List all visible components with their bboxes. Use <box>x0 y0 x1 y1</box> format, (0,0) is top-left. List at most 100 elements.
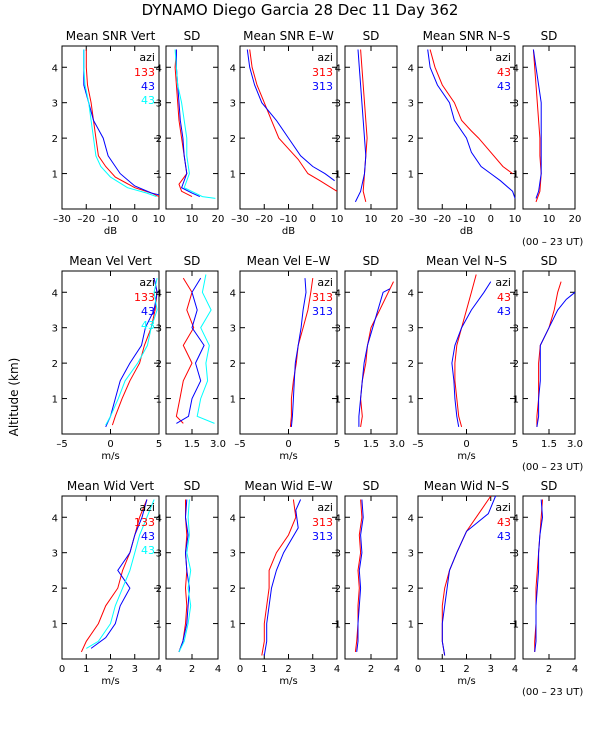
y-tick-label: 4 <box>408 513 414 524</box>
series-line-cyan-2 <box>196 274 215 424</box>
series-line-blue-1 <box>175 49 201 198</box>
panel-title: SD <box>363 254 380 268</box>
y-tick-label: 1 <box>513 620 519 631</box>
x-tick-label: 1 <box>261 664 267 675</box>
x-tick-label: 2 <box>546 664 552 675</box>
y-tick-label: 3 <box>52 549 58 560</box>
x-tick-label: –10 <box>102 214 120 225</box>
x-tick-label: 2 <box>368 664 374 675</box>
series-line-blue-1 <box>246 49 335 182</box>
x-tick-label: 1.5 <box>363 439 379 450</box>
y-tick-label: 4 <box>335 513 341 524</box>
x-tick-label: 3 <box>310 664 316 675</box>
panel-title: Mean SNR Vert <box>66 29 156 43</box>
y-tick-label: 3 <box>335 549 341 560</box>
x-tick-label: –10 <box>458 214 476 225</box>
series-line-cyan-2 <box>105 277 158 426</box>
x-tick-label: 10 <box>365 214 378 225</box>
x-axis-label: m/s <box>101 676 119 687</box>
y-tick-label: 1 <box>408 395 414 406</box>
x-tick-label: 3.0 <box>389 439 405 450</box>
y-tick-label: 2 <box>52 134 58 145</box>
legend-entry: 133 <box>134 516 155 529</box>
y-tick-label: 4 <box>408 288 414 299</box>
x-tick-label: 3 <box>132 664 138 675</box>
y-tick-label: 4 <box>156 513 162 524</box>
x-tick-label: 3 <box>488 664 494 675</box>
y-tick-label: 3 <box>156 549 162 560</box>
x-tick-label: –20 <box>255 214 273 225</box>
y-tick-label: 4 <box>230 513 236 524</box>
x-tick-label: 0 <box>237 664 243 675</box>
utc-note-row3: (00 – 23 UT) <box>522 687 583 698</box>
figure-title: DYNAMO Diego Garcia 28 Dec 11 Day 362 <box>142 1 459 19</box>
y-tick-label: 3 <box>52 324 58 335</box>
x-tick-label: 0 <box>415 664 421 675</box>
x-tick-label: 4 <box>215 664 221 675</box>
y-tick-label: 3 <box>230 549 236 560</box>
series-line-cyan-2 <box>83 49 157 198</box>
y-tick-label: 1 <box>335 395 341 406</box>
y-tick-label: 1 <box>230 395 236 406</box>
series-line-red-0 <box>175 277 195 424</box>
y-tick-label: 1 <box>52 395 58 406</box>
y-tick-label: 1 <box>335 620 341 631</box>
panel-title: SD <box>363 479 380 493</box>
series-line-blue-1 <box>451 281 492 427</box>
y-tick-label: 1 <box>408 170 414 181</box>
y-tick-label: 1 <box>52 620 58 631</box>
y-tick-label: 3 <box>335 324 341 335</box>
panel-wid-ns-sd: SD 1 2 3 4 2 4 <box>513 479 579 675</box>
x-tick-label: –30 <box>231 214 249 225</box>
panel-title: Mean SNR N–S <box>423 29 511 43</box>
x-tick-label: –5 <box>234 439 245 450</box>
legend-azi-label: azi <box>139 501 155 514</box>
series-line-cyan-2 <box>178 499 192 653</box>
x-tick-label: 4 <box>156 664 162 675</box>
y-tick-label: 3 <box>408 99 414 110</box>
y-tick-label: 4 <box>230 288 236 299</box>
x-tick-label: 0 <box>285 439 291 450</box>
x-tick-label: 1.5 <box>184 439 200 450</box>
y-tick-label: 2 <box>408 359 414 370</box>
x-tick-label: 4 <box>334 664 340 675</box>
legend-azi-label: azi <box>139 276 155 289</box>
legend-azi-label: azi <box>495 501 511 514</box>
plot-frame <box>522 45 576 210</box>
y-tick-label: 3 <box>52 99 58 110</box>
panel-title: Mean SNR E–W <box>243 29 334 43</box>
panel-title: SD <box>541 29 558 43</box>
series-line-red-0 <box>454 274 477 428</box>
panel-title: SD <box>541 254 558 268</box>
x-tick-label: 1.5 <box>541 439 557 450</box>
x-axis-label: m/s <box>279 451 297 462</box>
altitude-axis-label: Altitude (km) <box>7 358 21 437</box>
y-tick-label: 2 <box>156 359 162 370</box>
y-tick-label: 3 <box>230 99 236 110</box>
y-tick-label: 1 <box>513 395 519 406</box>
y-tick-label: 4 <box>335 63 341 74</box>
series-line-red-0 <box>178 499 188 653</box>
y-tick-label: 4 <box>335 288 341 299</box>
y-tick-label: 3 <box>513 549 519 560</box>
panel-title: SD <box>184 29 201 43</box>
x-tick-label: 4 <box>572 664 578 675</box>
legend-entry: 313 <box>312 80 333 93</box>
x-axis-label: m/s <box>101 451 119 462</box>
series-line-red-0 <box>249 49 338 192</box>
y-tick-label: 2 <box>230 359 236 370</box>
series-line-red-0 <box>80 499 148 653</box>
y-tick-label: 3 <box>408 549 414 560</box>
series-line-red-0 <box>360 49 368 203</box>
x-tick-label: 0 <box>59 664 65 675</box>
x-tick-label: 1 <box>83 664 89 675</box>
y-tick-label: 3 <box>335 99 341 110</box>
